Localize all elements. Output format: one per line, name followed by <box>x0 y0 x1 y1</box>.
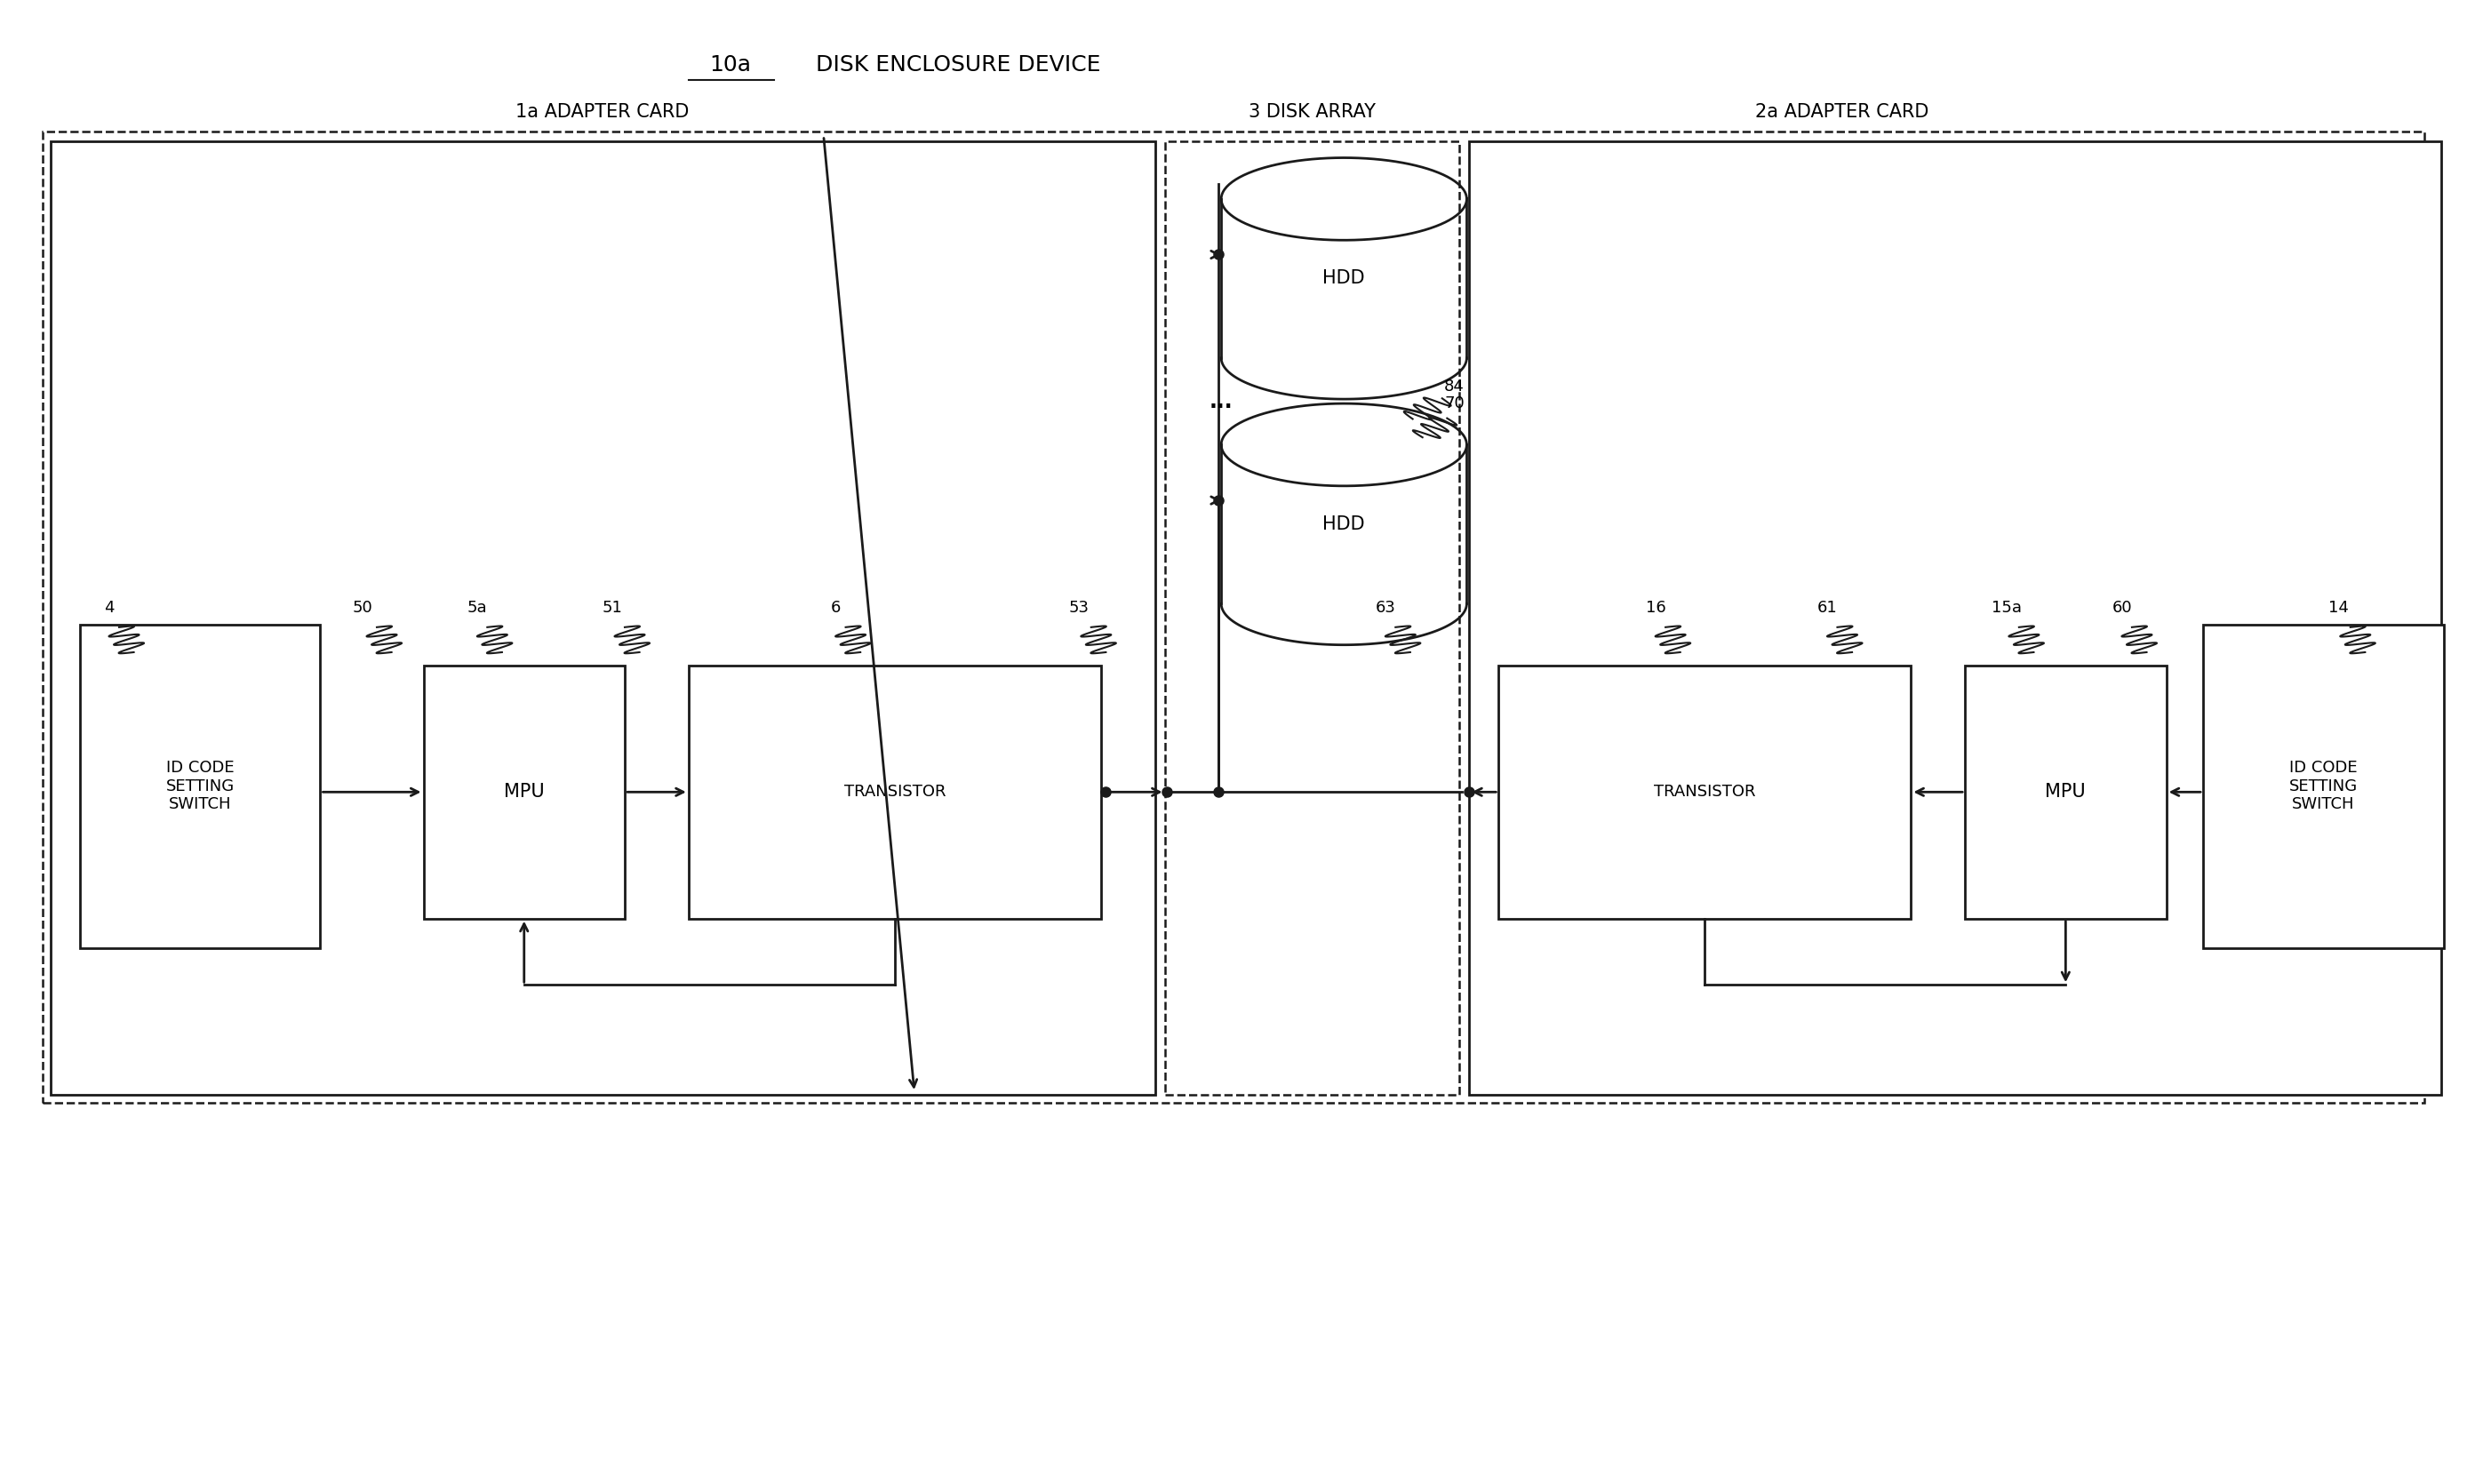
Text: DISK ENCLOSURE DEVICE: DISK ENCLOSURE DEVICE <box>817 55 1100 76</box>
FancyBboxPatch shape <box>1497 665 1912 919</box>
FancyBboxPatch shape <box>1966 665 2166 919</box>
FancyBboxPatch shape <box>49 141 1155 1095</box>
Text: 70: 70 <box>1443 396 1465 411</box>
Text: 53: 53 <box>1068 600 1088 616</box>
Text: HDD: HDD <box>1322 515 1364 533</box>
Text: 16: 16 <box>1645 600 1665 616</box>
Text: 50: 50 <box>353 600 373 616</box>
Text: 3 DISK ARRAY: 3 DISK ARRAY <box>1248 104 1377 122</box>
FancyBboxPatch shape <box>688 665 1100 919</box>
Text: TRANSISTOR: TRANSISTOR <box>844 784 945 800</box>
Text: MPU: MPU <box>2045 784 2087 801</box>
Text: 63: 63 <box>1377 600 1396 616</box>
Text: 4: 4 <box>104 600 113 616</box>
FancyBboxPatch shape <box>2203 625 2445 948</box>
Text: 10a: 10a <box>710 55 750 76</box>
Text: 14: 14 <box>2329 600 2349 616</box>
Text: 1a ADAPTER CARD: 1a ADAPTER CARD <box>516 104 688 122</box>
FancyBboxPatch shape <box>1470 141 2442 1095</box>
Text: HDD: HDD <box>1322 270 1364 288</box>
Text: ...: ... <box>1209 390 1234 413</box>
Text: 5a: 5a <box>466 600 488 616</box>
Text: 84: 84 <box>1443 378 1465 395</box>
Text: TRANSISTOR: TRANSISTOR <box>1653 784 1757 800</box>
Text: 61: 61 <box>1818 600 1838 616</box>
Text: 15a: 15a <box>1991 600 2023 616</box>
Text: ID CODE
SETTING
SWITCH: ID CODE SETTING SWITCH <box>165 760 234 813</box>
Text: 6: 6 <box>831 600 841 616</box>
Text: 60: 60 <box>2112 600 2131 616</box>
Text: 51: 51 <box>602 600 622 616</box>
Text: 2a ADAPTER CARD: 2a ADAPTER CARD <box>1757 104 1929 122</box>
FancyBboxPatch shape <box>424 665 624 919</box>
FancyBboxPatch shape <box>79 625 321 948</box>
Text: ID CODE
SETTING
SWITCH: ID CODE SETTING SWITCH <box>2289 760 2358 813</box>
Text: MPU: MPU <box>503 784 545 801</box>
